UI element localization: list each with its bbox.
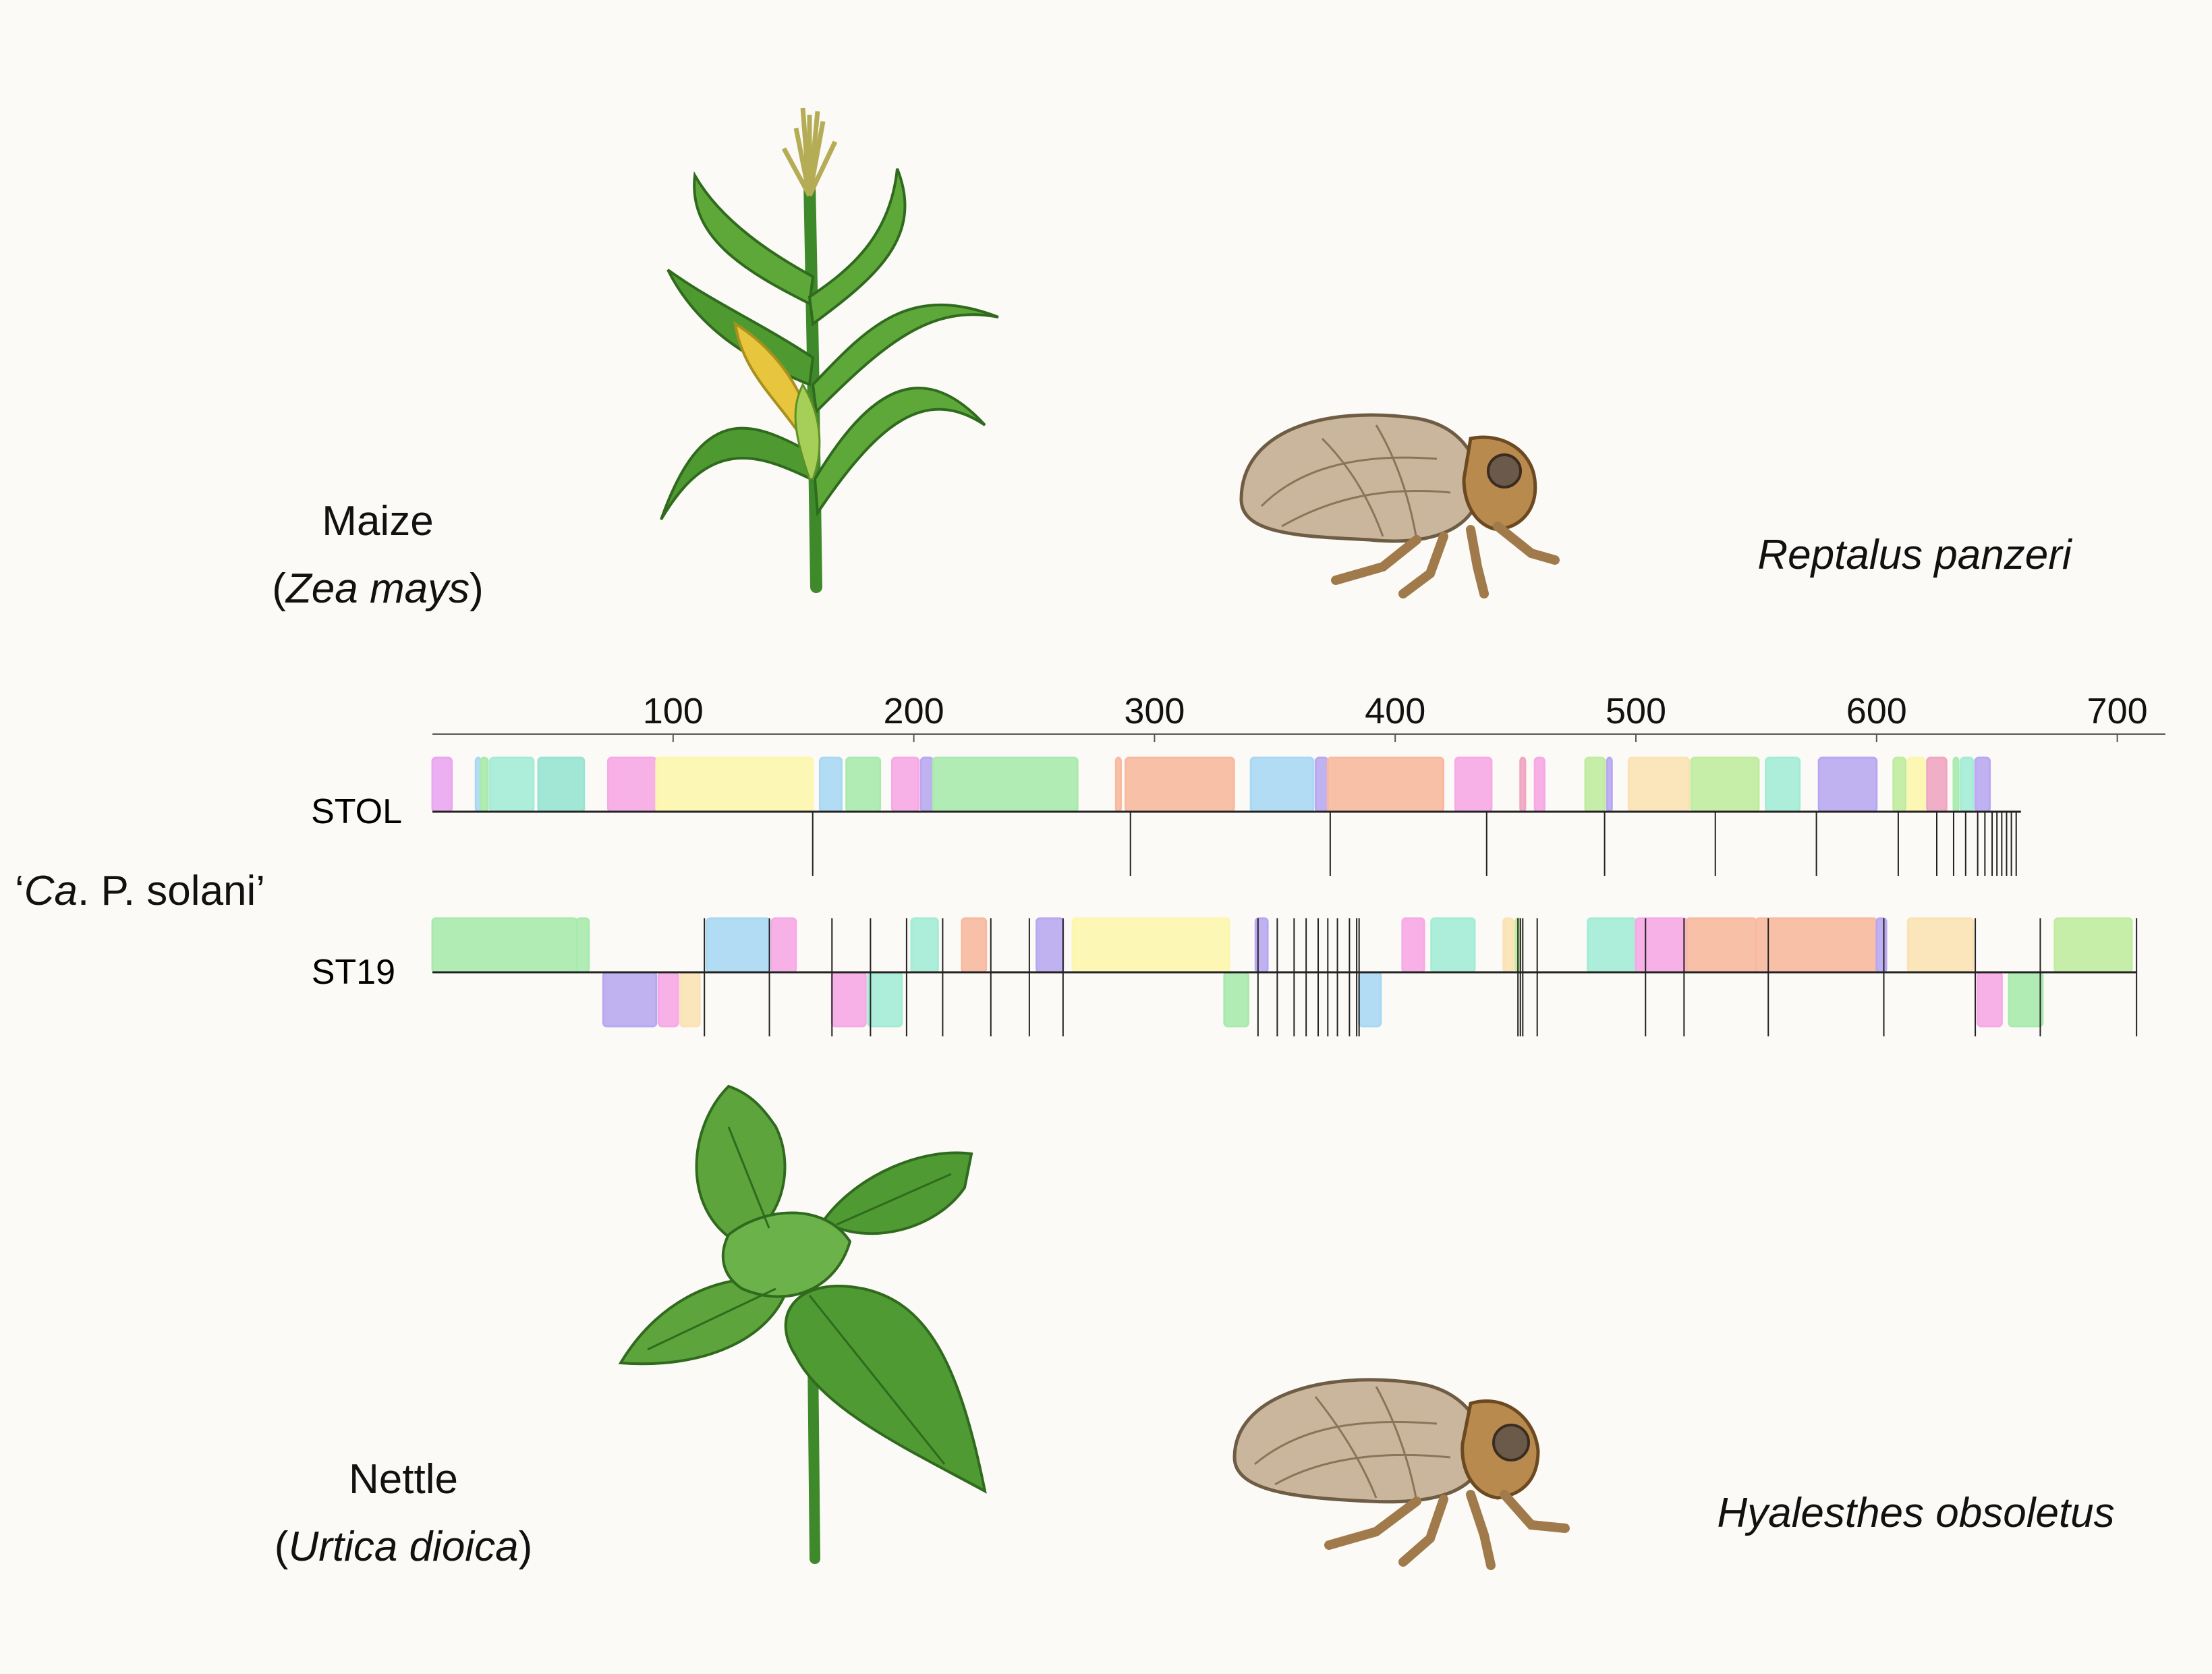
st19-forward-block [575, 917, 590, 974]
st19-track-label: ST19 [312, 953, 395, 992]
organism-genus-abbrev: Ca [24, 868, 78, 914]
nettle-latin-text: Urtica dioica [288, 1524, 519, 1570]
st19-reverse-block [830, 971, 867, 1028]
st19-track [431, 917, 2138, 1036]
stol-block [932, 756, 1079, 813]
axis-tick-label: 300 [1124, 691, 1185, 731]
stol-block [1314, 756, 1329, 813]
st19-reverse-block [867, 971, 903, 1028]
axis-tick-label: 200 [884, 691, 944, 731]
stol-track [431, 756, 2021, 876]
stol-block [606, 756, 658, 813]
stol-block [431, 756, 453, 813]
st19-forward-block [1755, 917, 1878, 974]
organism-label: ‘Ca. P. solani’ [15, 870, 265, 912]
stol-block [1926, 756, 1948, 813]
stol-block [845, 756, 882, 813]
st19-forward-block [2053, 917, 2133, 974]
organism-rest: . P. solani’ [78, 868, 266, 914]
stol-block [1690, 756, 1760, 813]
st19-forward-block [431, 917, 578, 974]
maize-latin-text: Zea mays [285, 565, 470, 612]
st19-reverse-block [679, 971, 701, 1028]
st19-forward-block [961, 917, 988, 974]
st19-reverse-block [2008, 971, 2044, 1028]
stol-block [1960, 756, 1975, 813]
st19-forward-block [1036, 917, 1065, 974]
stol-block [1249, 756, 1315, 813]
stol-block [1606, 756, 1613, 813]
position-axis: 100 200 300 400 500 600 700 [432, 691, 2165, 742]
stol-block [1326, 756, 1445, 813]
st19-reverse-block [1358, 971, 1382, 1028]
stol-block [537, 756, 586, 813]
hyalesthes-label: Hyalesthes obsoletus [1717, 1490, 2115, 1536]
st19-reverse-block [1223, 971, 1250, 1028]
st19-forward-block [1685, 917, 1757, 974]
stol-block [1519, 756, 1527, 813]
stol-block [919, 756, 934, 813]
hyalesthes-planthopper-image [1232, 1378, 1570, 1570]
st19-forward-block [1875, 917, 1888, 974]
nettle-open-paren: ( [274, 1524, 289, 1570]
reptalus-label: Reptalus panzeri [1757, 532, 2072, 578]
axis-tick-label: 500 [1606, 691, 1666, 731]
nettle-common-name: Nettle [349, 1456, 458, 1503]
nettle-plant-image [618, 1084, 987, 1564]
stol-block [1817, 756, 1878, 813]
st19-reverse-block [1977, 971, 2003, 1028]
maize-latin-name: (Zea mays) [272, 568, 484, 610]
st19-forward-block [1401, 917, 1425, 974]
st19-forward-block [1587, 917, 1637, 974]
stol-block [1974, 756, 1991, 813]
st19-forward-block [1635, 917, 1688, 974]
stol-block [818, 756, 843, 813]
st19-forward-block [910, 917, 939, 974]
stol-block [479, 756, 489, 813]
axis-tick-label: 600 [1846, 691, 1907, 731]
stol-block [1627, 756, 1690, 813]
axis-tick-label: 400 [1365, 691, 1425, 731]
st19-forward-block [1906, 917, 1975, 974]
stol-block [1765, 756, 1801, 813]
stol-block [655, 756, 814, 813]
stol-block [1114, 756, 1122, 813]
maize-common-name: Maize [322, 498, 434, 545]
st19-forward-block [1071, 917, 1230, 974]
nettle-latin-name: (Urtica dioica) [275, 1526, 532, 1568]
st19-forward-block [1502, 917, 1514, 974]
stol-block [1533, 756, 1545, 813]
maize-plant-image [660, 107, 999, 593]
stol-block [1125, 756, 1235, 813]
stol-block [1952, 756, 1960, 813]
stol-track-label: STOL [311, 792, 402, 831]
stol-block [489, 756, 535, 813]
reptalus-planthopper-image [1239, 413, 1560, 598]
organism-quote-open: ‘ [15, 868, 24, 914]
maize-close-paren: ) [470, 565, 484, 612]
stol-block [1906, 756, 1926, 813]
stol-block [1584, 756, 1606, 813]
maize-open-paren: ( [272, 565, 286, 612]
st19-forward-block [706, 917, 771, 974]
st19-reverse-block [602, 971, 658, 1028]
axis-tick-label: 100 [643, 691, 704, 731]
axis-tick-label: 700 [2087, 691, 2148, 731]
stol-block [890, 756, 920, 813]
st19-reverse-block [657, 971, 679, 1028]
stol-block [1454, 756, 1493, 813]
nettle-close-paren: ) [518, 1524, 533, 1570]
st19-forward-block [770, 917, 797, 974]
st19-forward-block [1430, 917, 1476, 974]
stol-block [1892, 756, 1907, 813]
